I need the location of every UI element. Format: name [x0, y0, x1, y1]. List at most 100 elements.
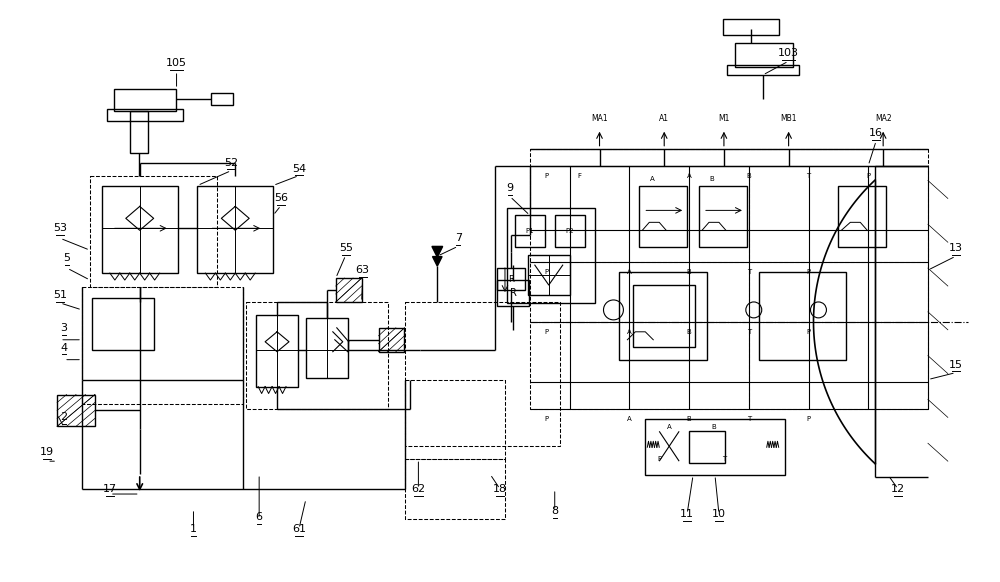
Text: B: B	[687, 416, 691, 423]
Text: P: P	[545, 172, 549, 179]
Text: P: P	[545, 329, 549, 335]
Text: 54: 54	[292, 164, 306, 173]
Bar	[530, 148, 928, 409]
Text: 19: 19	[40, 447, 54, 457]
Text: 16: 16	[869, 128, 883, 138]
Bar	[90, 176, 217, 287]
Bar	[619, 272, 707, 360]
Text: 12: 12	[891, 484, 905, 494]
Bar	[699, 186, 747, 247]
Text: 6: 6	[256, 512, 263, 522]
Text: MA1: MA1	[591, 114, 608, 123]
Text: 2: 2	[61, 413, 68, 423]
Bar	[211, 93, 233, 105]
Text: A: A	[667, 424, 672, 430]
Bar	[405, 302, 560, 446]
Bar	[645, 420, 785, 475]
Bar	[405, 459, 505, 519]
Text: P: P	[866, 172, 870, 179]
Text: A: A	[627, 416, 632, 423]
Bar	[82, 287, 243, 404]
Text: T: T	[806, 172, 811, 179]
Text: P: P	[806, 269, 811, 275]
Text: P: P	[806, 329, 811, 335]
Text: 13: 13	[949, 243, 963, 253]
Text: 8: 8	[551, 506, 558, 516]
Text: T: T	[722, 456, 726, 462]
Text: T: T	[747, 329, 751, 335]
Bar	[197, 186, 273, 273]
Bar	[256, 315, 298, 386]
Text: B: B	[687, 269, 691, 275]
Text: A: A	[627, 329, 632, 335]
Text: 17: 17	[103, 484, 117, 494]
Bar	[515, 215, 545, 247]
Text: P1: P1	[526, 228, 534, 235]
Text: 3: 3	[61, 323, 68, 333]
Text: 52: 52	[224, 158, 238, 168]
Text: T: T	[747, 269, 751, 275]
Text: 1: 1	[190, 524, 197, 534]
Text: B: B	[687, 329, 691, 335]
Text: 15: 15	[949, 360, 963, 370]
Bar	[735, 43, 793, 67]
Text: P: P	[545, 269, 549, 275]
Text: MB1: MB1	[780, 114, 797, 123]
Text: 63: 63	[356, 265, 370, 275]
Bar	[528, 255, 570, 295]
Text: 103: 103	[778, 48, 799, 58]
Bar	[114, 89, 176, 111]
Bar	[689, 431, 725, 463]
Bar	[336, 278, 362, 302]
Polygon shape	[433, 257, 442, 266]
Text: 55: 55	[339, 243, 353, 253]
Bar	[507, 208, 595, 303]
Text: R: R	[510, 288, 516, 298]
Text: P2: P2	[565, 228, 574, 235]
Text: A: A	[687, 172, 691, 179]
Text: T: T	[747, 416, 751, 423]
Text: B: B	[712, 424, 716, 430]
Text: 7: 7	[455, 233, 462, 243]
Text: 62: 62	[411, 484, 425, 494]
Text: 53: 53	[53, 223, 67, 233]
Bar	[130, 111, 148, 152]
Text: 18: 18	[493, 484, 507, 494]
Bar	[102, 186, 178, 273]
Text: A: A	[627, 269, 632, 275]
Text: 105: 105	[166, 58, 187, 68]
Text: 61: 61	[292, 524, 306, 534]
Bar	[727, 65, 799, 75]
Text: P: P	[545, 416, 549, 423]
Bar	[838, 186, 886, 247]
Bar	[92, 298, 154, 350]
Bar	[723, 19, 779, 36]
Bar	[633, 285, 695, 347]
Text: 5: 5	[64, 253, 71, 263]
Text: 11: 11	[680, 509, 694, 519]
Bar	[246, 302, 388, 409]
Text: R: R	[508, 275, 514, 283]
Bar	[57, 395, 95, 427]
Bar	[405, 379, 505, 459]
Text: P: P	[806, 416, 811, 423]
Bar	[497, 268, 525, 290]
Text: MA2: MA2	[875, 114, 891, 123]
Bar	[107, 109, 183, 121]
Text: B: B	[746, 172, 751, 179]
Text: 51: 51	[53, 290, 67, 300]
Text: A1: A1	[659, 114, 669, 123]
Text: M1: M1	[718, 114, 730, 123]
Text: 10: 10	[712, 509, 726, 519]
Bar	[379, 328, 404, 352]
Text: A: A	[650, 176, 655, 182]
Text: 9: 9	[506, 183, 514, 193]
Text: 4: 4	[61, 343, 68, 353]
Text: F: F	[578, 172, 582, 179]
Bar	[497, 280, 529, 306]
Bar	[759, 272, 846, 360]
Text: P: P	[657, 456, 661, 462]
Bar	[639, 186, 687, 247]
Polygon shape	[432, 246, 443, 257]
Text: 56: 56	[274, 193, 288, 204]
